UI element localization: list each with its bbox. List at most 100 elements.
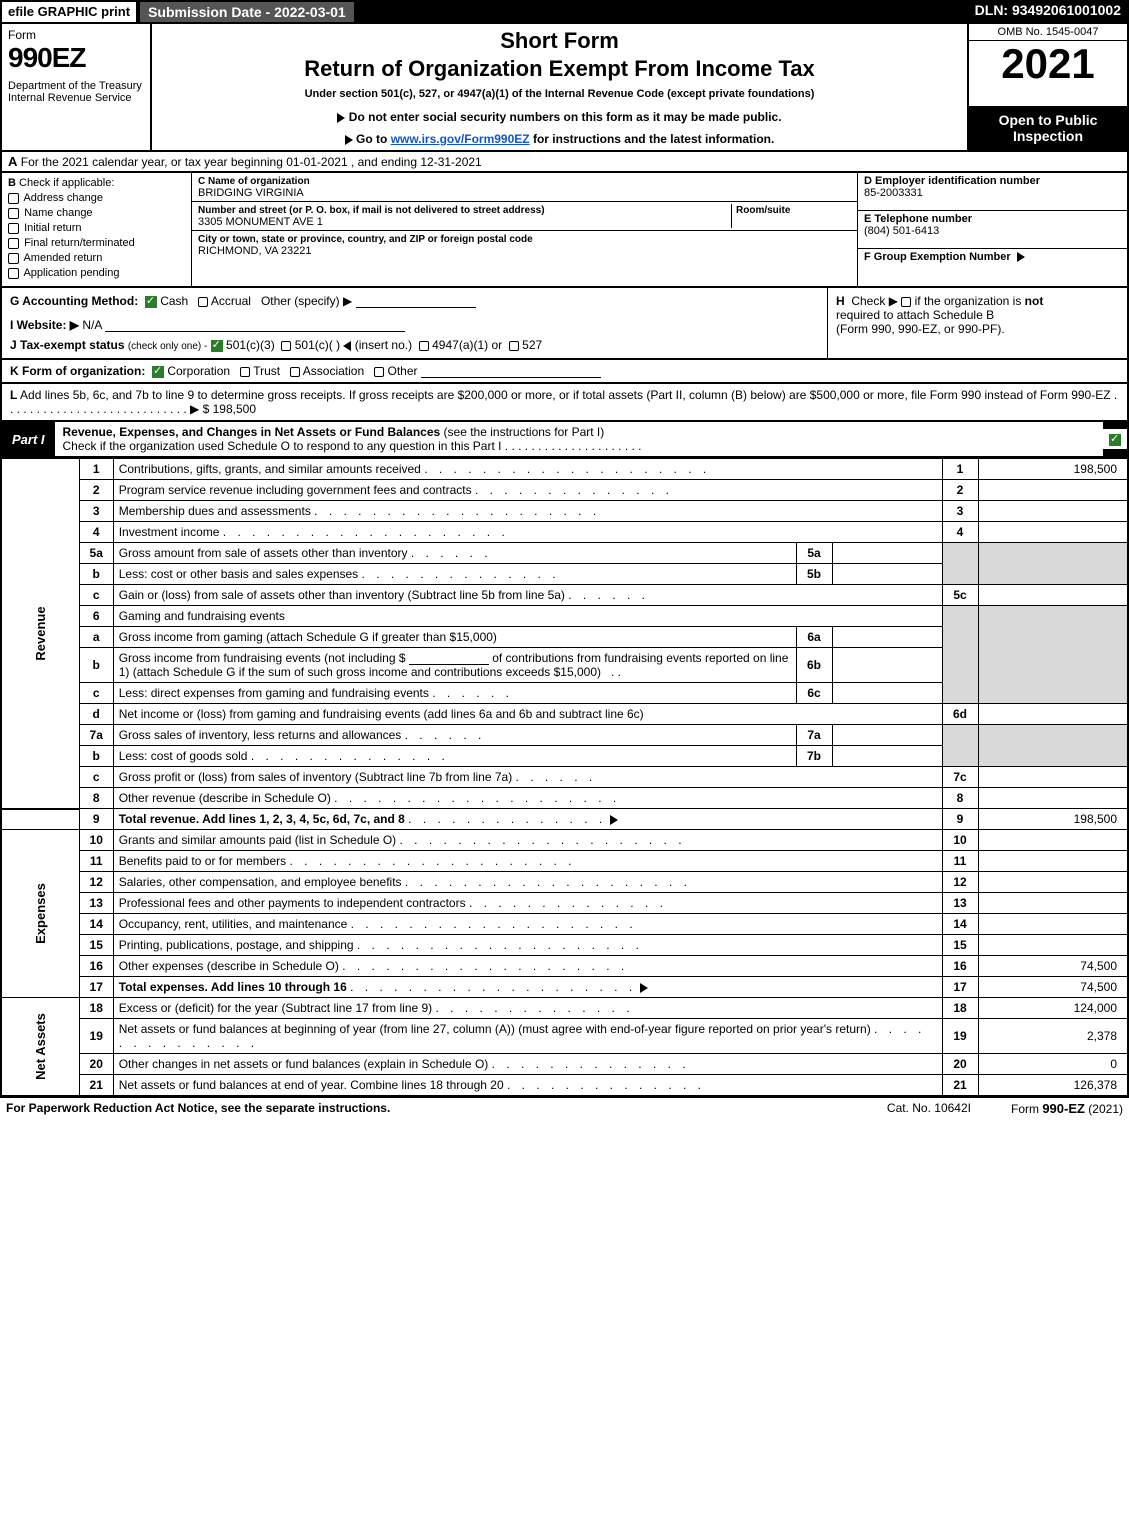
submission-date: Submission Date - 2022-03-01 [138,0,356,24]
website-line [105,331,405,332]
form-header: Form 990EZ Department of the Treasury In… [0,24,1129,152]
line-amount [978,788,1128,809]
l-value: $ 198,500 [203,402,256,416]
line-desc: Gross amount from sale of assets other t… [113,543,796,564]
line-num: 10 [79,830,113,851]
b-item: Application pending [23,267,119,279]
dots: . . . . . . . . . . . . . . [475,483,673,497]
dots: . . . . . . . . . . . . . . . . . . . . [223,525,509,539]
checkbox-corp-checked[interactable] [152,366,164,378]
h-text3: required to attach Schedule B [836,308,994,322]
dots: . . . . . . . . . . . . . . [492,1057,690,1071]
tax-year: 2021 [969,41,1127,85]
line-num: 6 [79,606,113,627]
checkbox-application-pending[interactable] [8,268,19,279]
section-h: H Check ▶ if the organization is not req… [827,288,1127,358]
irs-link[interactable]: www.irs.gov/Form990EZ [391,132,530,146]
checkbox-final-return[interactable] [8,238,19,249]
line-num: b [79,564,113,585]
line-lab: 16 [942,956,978,977]
letter-b: B [8,177,16,189]
line-desc: Net assets or fund balances at beginning… [113,1019,942,1054]
line-amount [978,585,1128,606]
line-lab: 4 [942,522,978,543]
line-desc: Benefits paid to or for members . . . . … [113,851,942,872]
open-to-public: Open to Public Inspection [969,106,1127,150]
top-bar: efile GRAPHIC print Submission Date - 20… [0,0,1129,24]
h-text1: Check ▶ [851,294,898,308]
omb-number: OMB No. 1545-0047 [969,24,1127,41]
checkbox-trust[interactable] [240,367,250,377]
line-desc: Salaries, other compensation, and employ… [113,872,942,893]
line-num: 13 [79,893,113,914]
goto-pre: Go to [356,132,391,146]
line-num: 15 [79,935,113,956]
line-num: 21 [79,1075,113,1097]
line-num: 18 [79,998,113,1019]
b-item: Address change [23,192,103,204]
part1-title-bold: Revenue, Expenses, and Changes in Net As… [63,425,441,439]
checkbox-schedule-o-checked[interactable] [1109,434,1121,446]
under-section: Under section 501(c), 527, or 4947(a)(1)… [160,88,959,100]
line-lab: 21 [942,1075,978,1097]
sidecat-expenses: Expenses [1,830,79,998]
line-lab: 5c [942,585,978,606]
h-text2: if the organization is [915,294,1025,308]
checkbox-other[interactable] [374,367,384,377]
checkbox-cash-checked[interactable] [145,296,157,308]
sub-val [832,627,942,648]
form-title: Return of Organization Exempt From Incom… [160,56,959,82]
line-num: a [79,627,113,648]
line-num: 2 [79,480,113,501]
checkbox-501c3-checked[interactable] [211,340,223,352]
line-amount [978,501,1128,522]
dots: . . . . . . . . . . . . . . . . . . . . [351,917,637,931]
sub-val [832,564,942,585]
line-lab: 7c [942,767,978,788]
k-assoc: Association [303,364,364,378]
line-desc: Total expenses. Add lines 10 through 16 … [113,977,942,998]
line-desc: Net income or (loss) from gaming and fun… [113,704,942,725]
dots: . . . . . . . . . . . . . . . . . . . . [314,504,600,518]
checkbox-amended-return[interactable] [8,253,19,264]
arrow-icon [1017,252,1025,262]
line-desc: Other expenses (describe in Schedule O) … [113,956,942,977]
line-desc: Less: direct expenses from gaming and fu… [113,683,796,704]
line-lab: 11 [942,851,978,872]
checkbox-527[interactable] [509,341,519,351]
line-desc: Gaming and fundraising events [113,606,942,627]
line-num: 7a [79,725,113,746]
footer-right-pre: Form [1011,1102,1042,1116]
checkbox-501c[interactable] [281,341,291,351]
room-label: Room/suite [736,205,790,216]
sidecat-revenue: Revenue [1,459,79,809]
checkbox-4947[interactable] [419,341,429,351]
dots: . . . . . . . . . . . . . . . . . . . . [405,875,691,889]
line-amount [978,914,1128,935]
grey-cell [978,606,1128,704]
j-insert: (insert no.) [355,338,412,352]
footer-right: Form 990-EZ (2021) [1011,1101,1123,1116]
line-num: c [79,767,113,788]
footer-right-post: (2021) [1085,1102,1123,1116]
spacer [356,0,967,24]
checkbox-name-change[interactable] [8,208,19,219]
row-k: K Form of organization: Corporation Trus… [0,360,1129,384]
efile-label: efile GRAPHIC print [0,0,138,24]
line-lab: 1 [942,459,978,480]
checkbox-not-required[interactable] [901,297,911,307]
checkbox-accrual[interactable] [198,297,208,307]
line-lab: 2 [942,480,978,501]
line-desc: Total revenue. Add lines 1, 2, 3, 4, 5c,… [113,809,942,830]
checkbox-initial-return[interactable] [8,223,19,234]
letter-a: A [8,154,17,169]
line-desc: Less: cost or other basis and sales expe… [113,564,796,585]
sub-lab: 5a [796,543,832,564]
goto-line: Go to www.irs.gov/Form990EZ for instruct… [160,132,959,146]
section-c: C Name of organization BRIDGING VIRGINIA… [192,173,857,286]
line-amount [978,851,1128,872]
checkbox-assoc[interactable] [290,367,300,377]
line-desc: Grants and similar amounts paid (list in… [113,830,942,851]
checkbox-address-change[interactable] [8,193,19,204]
part1-check-line: Check if the organization used Schedule … [63,439,502,453]
